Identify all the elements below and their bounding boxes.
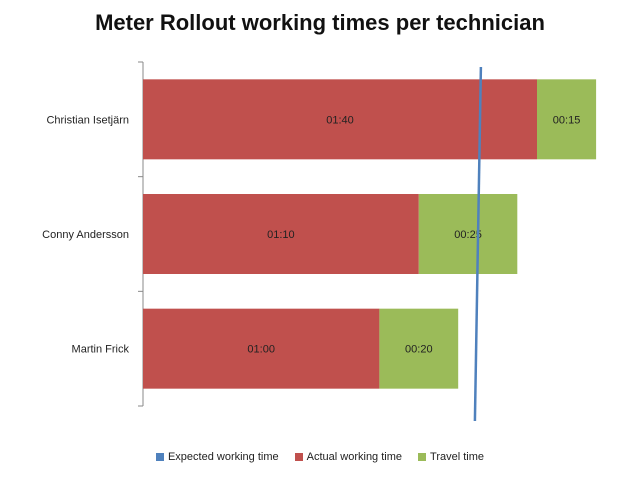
bar-value-label: 01:10 [267,229,295,241]
bar-value-label: 00:20 [405,344,433,356]
bar-actual-working-time [143,79,537,160]
legend-swatch [294,453,303,461]
bar-actual-working-time [143,308,380,389]
bar-actual-working-time [143,194,419,274]
chart-legend: Expected working time Actual working time… [0,451,640,463]
legend-swatch [155,453,164,461]
expected-working-time-line [473,66,483,422]
chart-title: Meter Rollout working times per technici… [95,10,545,35]
bar-travel-time [418,194,518,274]
legend-item-travel-time: Travel time [418,451,484,463]
legend-label: Travel time [430,451,485,463]
y-tick-label: Christian Isetjärn [46,114,129,126]
legend-label: Actual working time [306,451,403,463]
bar-value-label: 00:15 [553,114,581,126]
legend-swatch [418,453,427,461]
bar-value-label: 00:25 [454,229,482,241]
legend-item-actual-working-time: Actual working time [294,451,403,463]
bar-value-label: 01:40 [326,114,354,126]
y-tick-label: Conny Andersson [42,229,129,241]
bar-value-label: 01:00 [247,344,275,356]
bar-travel-time [537,79,597,160]
y-tick-label: Martin Frick [72,344,130,356]
bar-travel-time [379,308,459,389]
legend-item-expected-working-time: Expected working time [155,451,279,463]
legend-label: Expected working time [167,451,279,463]
